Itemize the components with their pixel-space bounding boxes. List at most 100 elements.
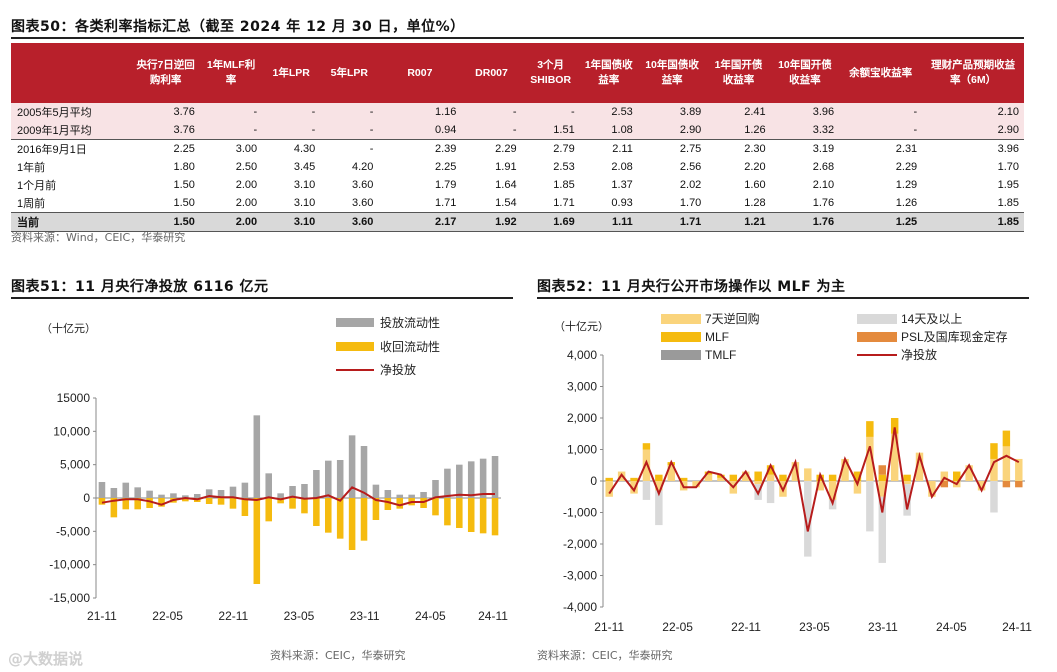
chart52-rr7-bar [915,452,924,481]
table-cell: 2.53 [579,103,638,121]
chart51-inject-bar [396,494,404,498]
table-cell: 1.79 [434,179,457,191]
chart51-withdraw-bar [277,498,284,504]
table-cell: 3.45 [293,161,316,173]
chart51-x-tick-label: 24-11 [478,609,508,623]
chart52-y-tick-label: 4,000 [567,348,597,362]
chart51-withdraw-bar [146,498,153,508]
chart52-y-tick-label: -2,000 [563,537,597,551]
chart52-psl-bar [1015,481,1023,488]
table-cell: 2.08 [611,161,633,173]
table-cell: 3.60 [351,197,374,209]
chart52-rr7-bar [816,481,824,491]
table-cell: 2.90 [637,121,707,140]
table-row: 2016年9月1日 2.25 3.00 4.30-2.39 2.29 2.79 2.11 2.… [11,139,1024,158]
table-cell: - [262,121,321,140]
chart52-rr7-bar [1015,458,1023,481]
chart51-inject-bar [241,482,249,498]
chart52-legend-label: 7天逆回购 [705,311,760,326]
chart51-inject-bar [265,473,272,498]
table-cell: 2.00 [235,179,258,191]
table-cell: 1.85 [922,212,1024,232]
chart51-inject-bar [253,415,261,498]
table-cell: 2.39 [378,139,462,158]
table-cell: 1.50 [173,197,195,209]
chart51-withdraw-bar [265,498,272,522]
chart52-x-tick-label: 22-11 [731,620,761,634]
chart52-rr7-bar [791,462,800,481]
chart51-x-tick-label: 22-11 [218,609,248,623]
table-cell: 3.00 [199,139,263,158]
chart52-x-tick-label: 21-11 [594,620,624,634]
chart51-withdraw-bar [301,498,308,514]
chart52-legend-label: 14天及以上 [901,312,962,326]
chart51-inject-bar [313,470,320,498]
chart52-mlf-bar [853,471,862,481]
table-cell: 2.17 [378,212,462,232]
chart51-withdraw-bar [348,498,356,550]
table-cell: 4.20 [351,161,374,173]
chart51-inject-bar [182,495,189,498]
table-cell: 2.75 [637,139,707,158]
table-cell: 1.80 [173,161,195,173]
chart51-inject-bar [325,460,332,498]
chart52-rr7-bar [841,458,849,481]
table-cell: 1.76 [812,197,835,209]
chart52-y-tick-label: 1,000 [567,443,597,457]
table-cell: 2.53 [553,161,575,173]
chart51-legend-swatch [336,342,374,351]
chart52-rr7-bar [890,433,899,481]
chart51-inject-bar [205,489,213,498]
chart51-withdraw-bar [384,498,392,510]
chart52-x-tick-label: 24-11 [1002,620,1032,634]
header-cell: 1年国债收益率 [579,43,638,103]
chart52-omo-chart: （十亿元） 4,000 3,000 2,000 1,000 0 -1,000 -2,000 -3… [554,311,1032,634]
header-cell: 余额宝收益率 [839,43,923,103]
table-cell: 1.71 [553,197,575,209]
table-cell: 1.21 [706,212,771,232]
table-cell: 0.93 [611,197,633,209]
chart52-rr7-bar [977,481,986,491]
chart51-inject-bar [491,456,499,498]
table-cell: 1.71 [637,212,707,232]
table-title: 图表50：各类利率指标汇总（截至 2024 年 12 月 30 日，单位%） [11,19,465,35]
table-cell: 1.71 [434,197,457,209]
table-cell: 3.96 [922,139,1024,158]
table-cell: 3.89 [637,103,707,121]
header-cell [11,43,132,103]
chart52-mlf-bar [605,477,613,481]
chart51-withdraw-bar [134,498,141,510]
chart52-rr7-bar [642,449,651,481]
chart52-mlf-bar [655,474,663,481]
table-cell: 2.25 [434,161,457,173]
chart51-title: 图表51：11 月央行净投放 6116 亿元 [11,279,269,295]
chart52-rr14-bar [878,496,886,563]
chart52-rr14-bar [903,484,911,516]
chart52-rr7-bar [766,474,775,481]
table-cell: 1.70 [997,161,1019,173]
table-cell: 1.29 [895,179,918,191]
chart51-withdraw-bar [432,498,439,516]
table-cell: 2.00 [199,212,263,232]
table-cell: 2.79 [521,139,580,158]
table-cell: 2.10 [922,103,1024,121]
chart51-withdraw-bar [229,498,237,509]
table-cell: - [262,103,321,121]
table-cell: 3.10 [262,212,321,232]
table-cell: 1.85 [553,179,575,191]
chart52-source: 资料来源：CEIC，华泰研究 [537,649,673,662]
chart51-inject-bar [420,492,427,498]
table-cell: 0.94 [378,121,462,140]
table-cell: 1.92 [461,212,522,232]
chart51-withdraw-bar [98,498,106,505]
table-row: 1周前 1.50 2.00 3.10 3.60 1.71 1.54 1.71 0.93 1.70 1… [11,194,1024,213]
chart52-title: 图表52：11 月央行公开市场操作以 MLF 为主 [537,279,846,295]
chart51-withdraw-bar [182,498,189,502]
chart52-y-tick-label: -1,000 [563,506,597,520]
chart52-psl-bar [940,481,949,488]
table-cell: 3.10 [293,197,316,209]
chart51-y-tick-label: -5,000 [56,524,90,538]
table-cell: 1.69 [521,212,580,232]
header-cell: 5年LPR [320,43,379,103]
table-cell: 1.50 [131,212,200,232]
